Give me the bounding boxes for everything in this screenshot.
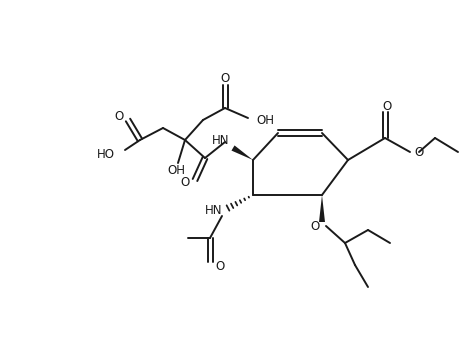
Text: HN: HN <box>204 204 222 218</box>
Text: OH: OH <box>167 164 185 177</box>
Text: O: O <box>311 220 320 234</box>
Text: HO: HO <box>97 147 115 161</box>
Polygon shape <box>319 195 325 222</box>
Text: O: O <box>181 176 190 190</box>
Text: O: O <box>215 261 224 273</box>
Text: OH: OH <box>256 113 274 127</box>
Text: O: O <box>220 73 230 85</box>
Text: O: O <box>115 109 124 122</box>
Text: O: O <box>414 146 423 160</box>
Text: O: O <box>383 100 392 113</box>
Text: HN: HN <box>212 135 229 147</box>
Polygon shape <box>231 145 253 160</box>
